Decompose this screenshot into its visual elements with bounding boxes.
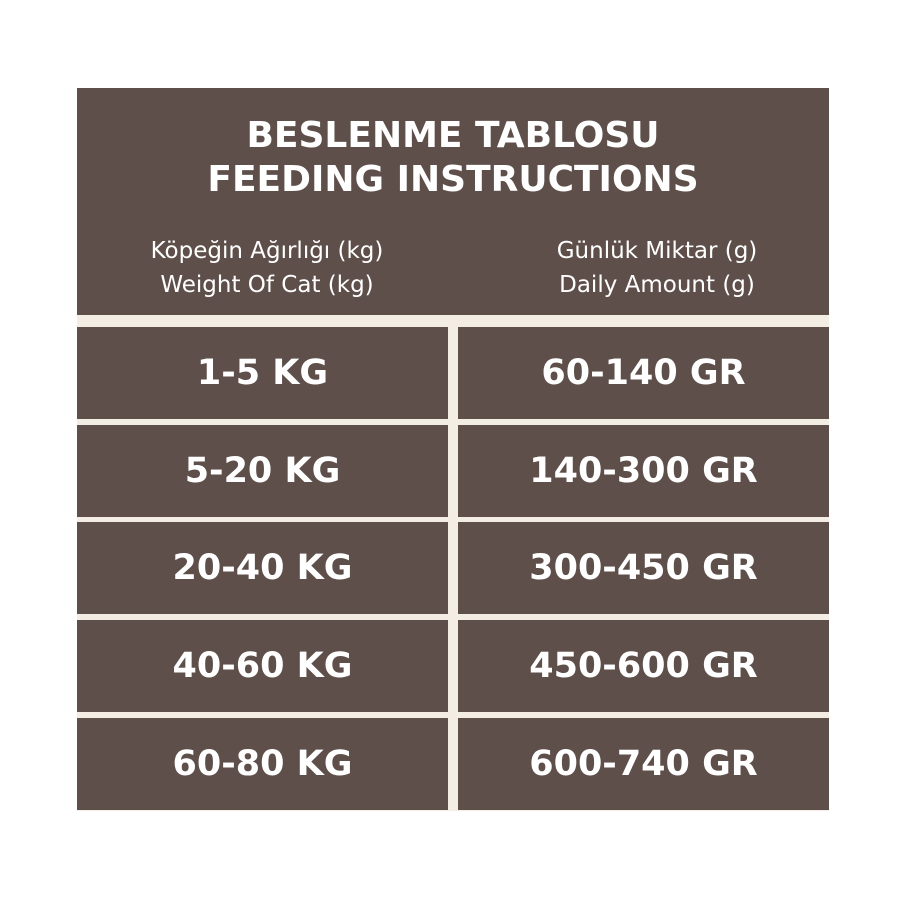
amount-cell: 60-140 GR — [458, 327, 829, 419]
weight-cell: 60-80 KG — [77, 718, 448, 810]
amount-cell: 300-450 GR — [458, 522, 829, 614]
amount-cell: 600-740 GR — [458, 718, 829, 810]
weight-header-tr: Köpeğin Ağırlığı (kg) — [150, 238, 384, 264]
title-tr: BESLENME TABLOSU — [246, 115, 660, 156]
weight-cell: 20-40 KG — [77, 522, 448, 614]
weight-cell: 40-60 KG — [77, 620, 448, 712]
title-en: FEEDING INSTRUCTIONS — [207, 159, 699, 200]
amount-header-tr: Günlük Miktar (g) — [556, 238, 758, 264]
weight-cell: 1-5 KG — [77, 327, 448, 419]
weight-cell: 5-20 KG — [77, 425, 448, 517]
amount-cell: 140-300 GR — [458, 425, 829, 517]
amount-header-en: Daily Amount (g) — [559, 272, 755, 298]
amount-column-header: Günlük Miktar (g) Daily Amount (g) — [497, 234, 817, 302]
amount-cell: 450-600 GR — [458, 620, 829, 712]
table-header: BESLENME TABLOSU FEEDING INSTRUCTIONS Kö… — [77, 88, 829, 315]
weight-header-en: Weight Of Cat (kg) — [160, 272, 374, 298]
weight-column-header: Köpeğin Ağırlığı (kg) Weight Of Cat (kg) — [97, 234, 437, 302]
